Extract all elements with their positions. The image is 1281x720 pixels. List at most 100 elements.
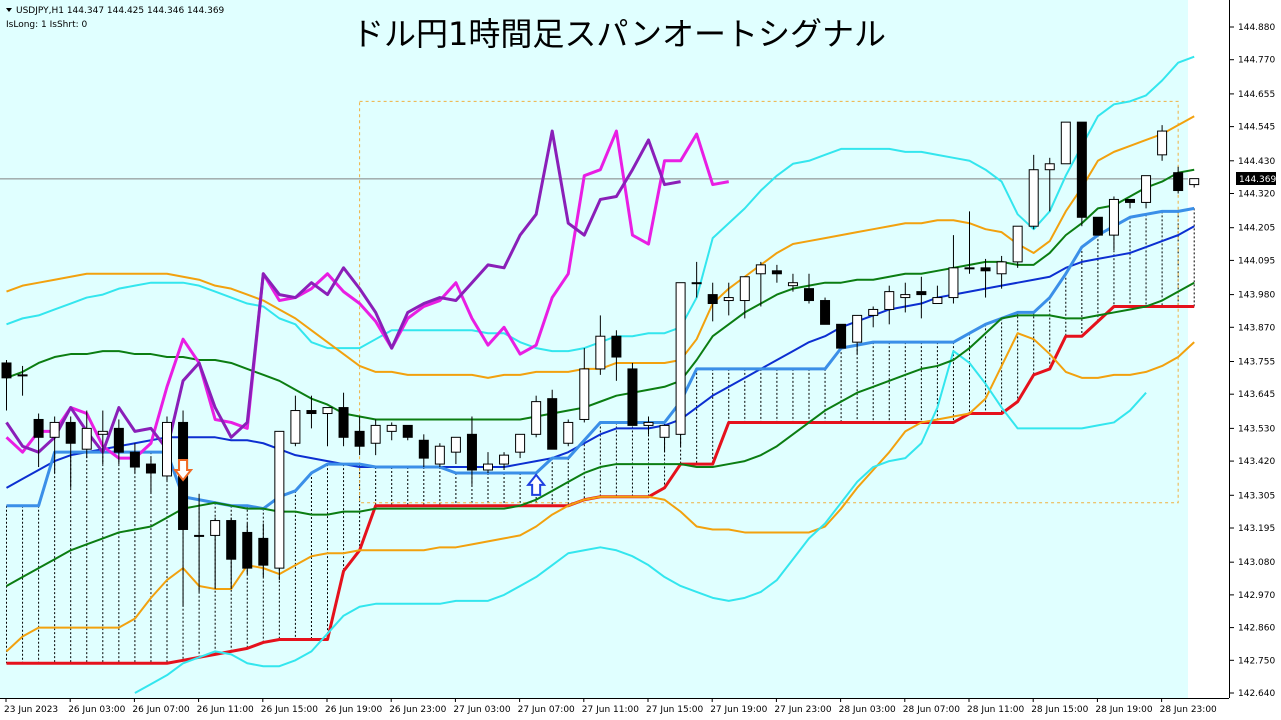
candle xyxy=(322,407,333,447)
candle xyxy=(996,255,1007,289)
indicator-line-9 xyxy=(6,281,1195,587)
candle xyxy=(643,416,654,435)
candle xyxy=(386,422,397,441)
candle xyxy=(162,416,172,482)
plot-content xyxy=(0,55,1200,694)
candle xyxy=(466,416,477,485)
candle xyxy=(354,416,365,456)
candle-body xyxy=(707,294,718,305)
indicator-status: IsLong: 1 IsShrt: 0 xyxy=(6,20,87,30)
y-tick-label: 143.530 xyxy=(1238,424,1275,434)
y-tick-label: 143.645 xyxy=(1238,390,1275,400)
chart-title: ドル円1時間足スパンオートシグナル xyxy=(352,15,886,53)
candle-body xyxy=(129,451,140,468)
candle-body xyxy=(370,424,381,444)
candle-body xyxy=(17,374,28,377)
buy-signal-arrow-icon xyxy=(526,473,547,496)
candle xyxy=(675,282,686,447)
candle xyxy=(1189,178,1200,188)
x-tick-label: 26 Jun 15:00 xyxy=(261,705,318,715)
y-tick-label: 143.980 xyxy=(1238,291,1275,301)
indicator-line-11 xyxy=(5,129,681,454)
x-tick-label: 28 Jun 07:00 xyxy=(903,705,960,715)
candle xyxy=(627,362,638,426)
candle-body xyxy=(787,282,798,287)
candle-body xyxy=(868,308,879,316)
price-axis[interactable]: 144.880 144.770 144.655 144.545 144.430 144.3… xyxy=(1229,0,1275,699)
header-info: USDJPY,H1 144.347 144.425 144.346 144.36… xyxy=(6,6,225,30)
candle-body xyxy=(659,424,670,438)
indicator-line-4 xyxy=(6,225,1195,489)
candle-body xyxy=(547,398,558,450)
candle xyxy=(226,517,237,589)
current-price-box xyxy=(1236,172,1276,185)
candle-body xyxy=(450,436,461,453)
candle-body xyxy=(483,463,493,471)
y-tick-label: 142.640 xyxy=(1238,689,1275,699)
candle-body xyxy=(242,531,253,569)
y-tick-label: 143.080 xyxy=(1238,558,1275,568)
plot-background xyxy=(0,0,1188,698)
candle-body xyxy=(226,520,237,560)
candle-body xyxy=(49,421,60,438)
candle-body xyxy=(418,439,429,459)
dropdown-triangle-icon[interactable] xyxy=(6,8,12,12)
symbol-info: USDJPY,H1 144.347 144.425 144.346 144.36… xyxy=(16,6,225,16)
candle-body xyxy=(258,537,269,566)
candle xyxy=(145,458,156,494)
x-tick-label: 26 Jun 11:00 xyxy=(197,705,254,715)
candle xyxy=(210,517,221,589)
candle xyxy=(531,395,542,438)
candle-body xyxy=(964,267,975,270)
candle-body xyxy=(162,421,172,477)
candle-body xyxy=(531,401,542,435)
candle xyxy=(1108,196,1119,250)
candle-body xyxy=(852,314,863,343)
candle xyxy=(691,261,702,298)
x-tick-label: 27 Jun 23:00 xyxy=(774,705,831,715)
candle-body xyxy=(932,297,943,305)
candle xyxy=(707,282,718,322)
candle-body xyxy=(322,407,333,415)
candle xyxy=(579,348,590,423)
x-tick-label: 28 Jun 23:00 xyxy=(1160,705,1217,715)
candle xyxy=(884,285,895,325)
candle-body xyxy=(81,427,92,450)
y-tick-label: 143.305 xyxy=(1238,491,1275,501)
x-tick-label: 27 Jun 07:00 xyxy=(518,705,575,715)
candle-body xyxy=(996,261,1007,275)
y-tick-label: 144.545 xyxy=(1238,123,1275,133)
x-tick-label: 26 Jun 07:00 xyxy=(132,705,189,715)
candle-body xyxy=(386,424,397,432)
y-tick-label: 144.205 xyxy=(1238,224,1275,234)
y-tick-label: 144.320 xyxy=(1238,190,1275,200)
candle xyxy=(97,410,108,465)
x-tick-label: 27 Jun 11:00 xyxy=(582,705,639,715)
candle xyxy=(1157,125,1168,161)
candle-body xyxy=(1108,198,1119,236)
x-tick-label: 26 Jun 03:00 xyxy=(68,705,125,715)
x-tick-label: 26 Jun 23:00 xyxy=(389,705,446,715)
time-axis[interactable]: 23 Jun 2023 26 Jun 03:00 26 Jun 07:00 26 Ju… xyxy=(0,698,1229,715)
candle xyxy=(1,360,12,411)
candle-body xyxy=(65,421,76,444)
y-tick-label: 144.095 xyxy=(1238,256,1275,266)
candle-body xyxy=(900,294,911,299)
y-tick-label: 144.770 xyxy=(1238,56,1275,66)
candle-body xyxy=(499,454,510,465)
candle-body xyxy=(595,335,606,370)
candle-body xyxy=(1028,169,1039,227)
candle xyxy=(787,273,798,292)
x-tick-label: 28 Jun 15:00 xyxy=(1031,705,1088,715)
candle-body xyxy=(274,430,285,569)
candle-body xyxy=(113,427,124,453)
candle xyxy=(483,452,493,473)
candle-body xyxy=(402,424,413,438)
candle xyxy=(258,523,269,578)
candle xyxy=(81,410,92,459)
candle xyxy=(1173,166,1184,194)
candle-body xyxy=(306,410,317,415)
candle-body xyxy=(804,288,814,302)
candle xyxy=(17,365,28,396)
